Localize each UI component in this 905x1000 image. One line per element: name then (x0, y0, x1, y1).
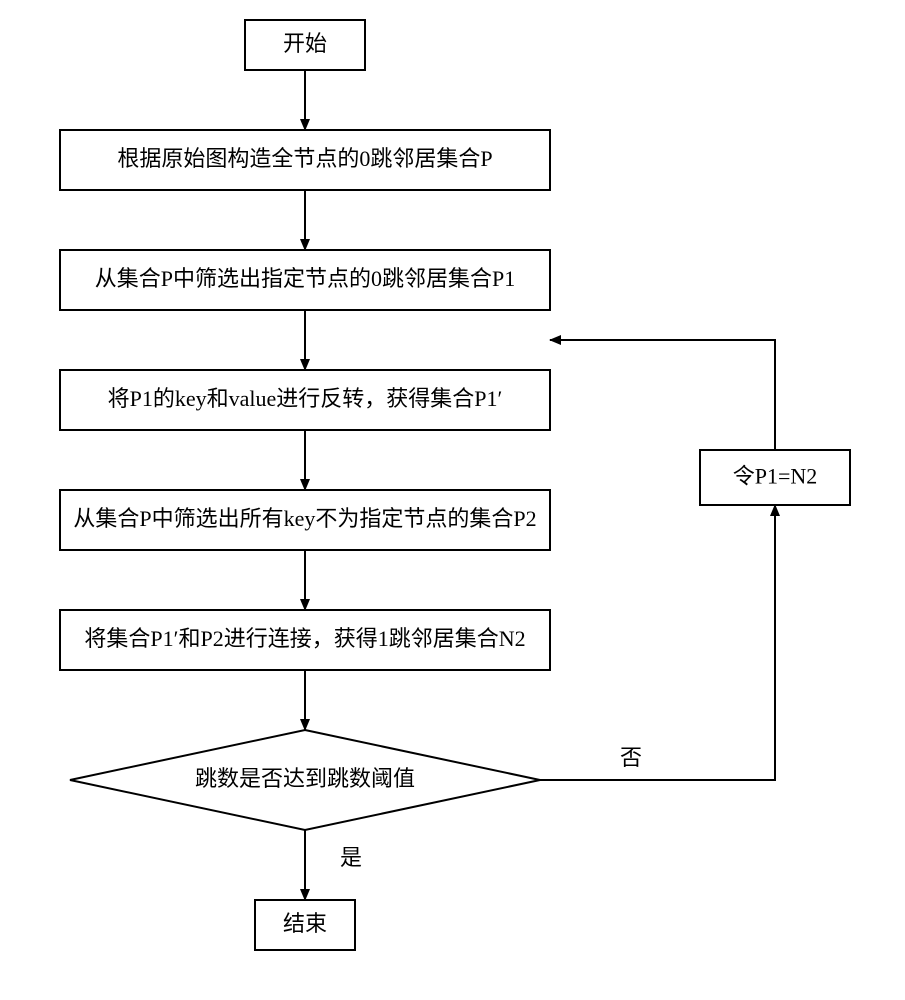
flow-node-label-decision: 跳数是否达到跳数阈值 (195, 766, 415, 791)
flow-node-label-end: 结束 (283, 911, 327, 936)
flow-node-label-s5: 将集合P1′和P2进行连接，获得1跳邻居集合N2 (84, 626, 525, 651)
flow-edge-7 (540, 505, 775, 780)
flow-node-label-assign: 令P1=N2 (733, 464, 818, 489)
flow-edge-8 (550, 340, 775, 450)
flow-node-label-start: 开始 (283, 31, 327, 56)
flow-edge-label-7: 否 (620, 745, 642, 770)
flow-node-label-s4: 从集合P中筛选出所有key不为指定节点的集合P2 (73, 506, 536, 531)
flow-node-label-s1: 根据原始图构造全节点的0跳邻居集合P (117, 146, 492, 171)
flow-node-label-s2: 从集合P中筛选出指定节点的0跳邻居集合P1 (95, 266, 515, 291)
flow-node-label-s3: 将P1的key和value进行反转，获得集合P1′ (108, 386, 503, 411)
flow-edge-label-6: 是 (340, 845, 362, 870)
